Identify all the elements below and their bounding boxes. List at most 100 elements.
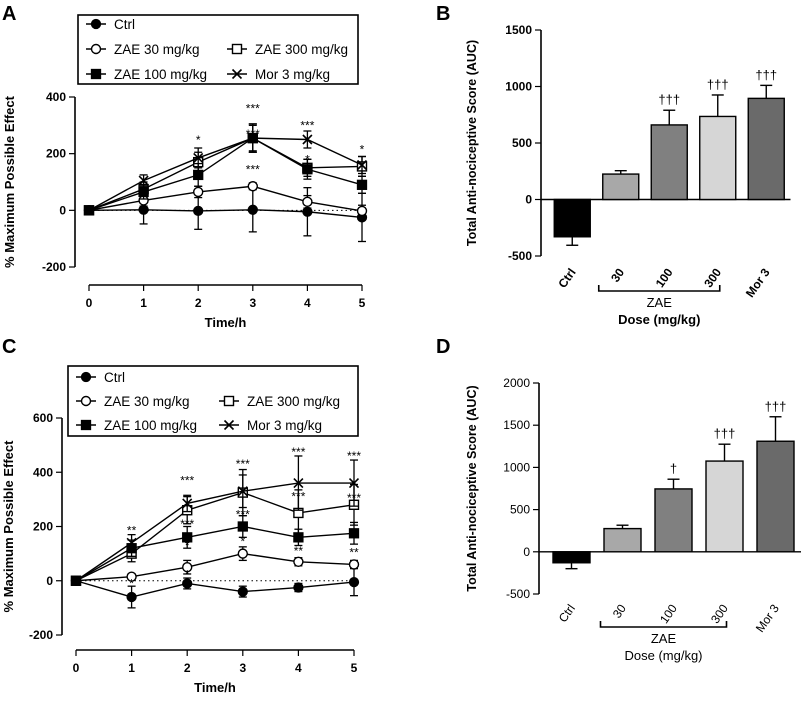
legend-label: ZAE 30 mg/kg <box>114 42 200 57</box>
x-tick-label: 5 <box>359 296 366 310</box>
significance-marker: ††† <box>658 92 680 107</box>
significance-marker: * <box>185 539 190 553</box>
bar-100 <box>654 488 693 553</box>
series-zae-300-mg-kg <box>70 468 360 586</box>
category-label: Mor 3 <box>743 265 773 300</box>
y-tick-label: 1500 <box>503 418 530 432</box>
series-mor-3-mg-kg <box>70 455 360 586</box>
bar-30 <box>602 173 640 201</box>
x-tick-label: 2 <box>195 296 202 310</box>
x-axis-label: Dose (mg/kg) <box>624 648 702 663</box>
significance-marker: ††† <box>755 67 777 82</box>
legend-label: ZAE 300 mg/kg <box>255 42 348 57</box>
x-tick-label: 3 <box>249 296 256 310</box>
data-point <box>237 586 248 597</box>
significance-marker: *** <box>246 127 260 141</box>
y-tick-label: 1000 <box>503 460 530 474</box>
series-line <box>75 580 355 598</box>
legend-label: Ctrl <box>114 17 135 32</box>
bar-mor-3 <box>747 97 785 201</box>
significance-marker: *** <box>246 163 260 177</box>
series-mor-3-mg-kg <box>83 124 368 216</box>
data-point <box>126 571 137 582</box>
bar-30 <box>603 527 642 553</box>
series-line <box>88 209 363 219</box>
group-bracket <box>597 285 721 292</box>
y-axis-label: Total Anti-nociceptive Score (AUC) <box>465 385 479 591</box>
panel-c: C Ctrl ZAE 30 mg/kg ZAE 300 mg/kg ZAE 100 m… <box>1 336 361 695</box>
y-tick-label: 600 <box>33 411 53 425</box>
y-tick-label: 200 <box>46 147 66 161</box>
legend-marker <box>223 395 235 407</box>
category-label: 100 <box>653 265 676 290</box>
data-point <box>293 582 304 593</box>
bar-300 <box>699 115 737 201</box>
series-zae-100-mg-kg <box>70 515 360 586</box>
x-tick-label: 1 <box>140 296 147 310</box>
y-tick-label: 400 <box>33 465 53 479</box>
y-tick-label: -500 <box>508 249 532 263</box>
legend-label: ZAE 300 mg/kg <box>247 394 340 409</box>
legend-label: ZAE 100 mg/kg <box>104 418 197 433</box>
significance-marker: † <box>670 461 677 476</box>
panel-c-legend: Ctrl ZAE 30 mg/kg ZAE 300 mg/kg ZAE 100 mg/… <box>67 365 359 437</box>
group-label: ZAE <box>651 631 677 646</box>
panel-a: A Ctrl ZAE 30 mg/kg ZAE 300 mg/kg ZAE 100 m… <box>2 3 368 330</box>
data-point <box>237 521 248 532</box>
x-axis-label: Time/h <box>205 315 247 330</box>
data-point <box>70 575 82 586</box>
bar-mor-3 <box>756 440 795 553</box>
y-tick-label: 500 <box>510 503 530 517</box>
x-tick-label: 4 <box>304 296 311 310</box>
x-tick-label: 2 <box>184 661 191 675</box>
data-point <box>247 181 259 192</box>
bar-100 <box>650 124 688 201</box>
y-axis-label: % Maximum Possible Effect <box>1 440 16 613</box>
series-line <box>88 137 363 211</box>
x-axis-label: Dose (mg/kg) <box>618 312 700 327</box>
significance-marker: ††† <box>714 426 736 441</box>
y-tick-label: 200 <box>33 520 53 534</box>
data-point <box>237 548 249 559</box>
data-point <box>193 152 204 163</box>
category-label: 30 <box>608 265 627 284</box>
legend-marker <box>231 43 243 55</box>
significance-marker: ** <box>127 524 137 538</box>
data-point <box>356 205 368 217</box>
legend-marker <box>231 68 243 80</box>
data-point <box>348 559 360 570</box>
data-point <box>182 498 193 509</box>
bar-ctrl <box>552 551 591 564</box>
x-tick-label: 1 <box>128 661 135 675</box>
data-point <box>247 204 258 215</box>
series-zae-30-mg-kg <box>83 181 368 218</box>
legend-marker <box>90 68 102 80</box>
significance-marker: *** <box>347 449 361 463</box>
y-tick-label: -200 <box>29 628 53 642</box>
panel-b: B -500 0 500 1000 1500 Ctrl 30 ††† 100 ††† 300 ††† M… <box>436 3 791 327</box>
series-line <box>75 491 355 582</box>
x-tick-label: 4 <box>295 661 302 675</box>
series-zae-30-mg-kg <box>70 546 360 586</box>
series-line <box>75 552 355 582</box>
significance-marker: ** <box>294 544 304 558</box>
y-tick-label: -500 <box>506 587 530 601</box>
significance-marker: *** <box>347 491 361 505</box>
data-point <box>182 578 193 589</box>
significance-marker: * <box>129 541 134 555</box>
panel-d: D -500 0 500 1000 1500 2000 Ctrl 30 † 100 ††† 300 ††… <box>436 336 801 663</box>
data-point <box>192 186 204 198</box>
significance-marker: *** <box>291 445 305 459</box>
significance-marker: *** <box>246 102 260 116</box>
bar-ctrl <box>553 198 591 238</box>
data-point <box>293 478 304 489</box>
significance-marker: *** <box>236 507 250 521</box>
significance-marker: * <box>129 577 134 591</box>
data-point <box>348 528 360 539</box>
significance-marker: * <box>360 143 365 157</box>
significance-marker: * <box>196 133 201 147</box>
x-tick-label: 5 <box>351 661 358 675</box>
y-tick-label: 1500 <box>505 23 532 37</box>
series-ctrl <box>70 567 360 609</box>
data-point <box>247 133 258 144</box>
